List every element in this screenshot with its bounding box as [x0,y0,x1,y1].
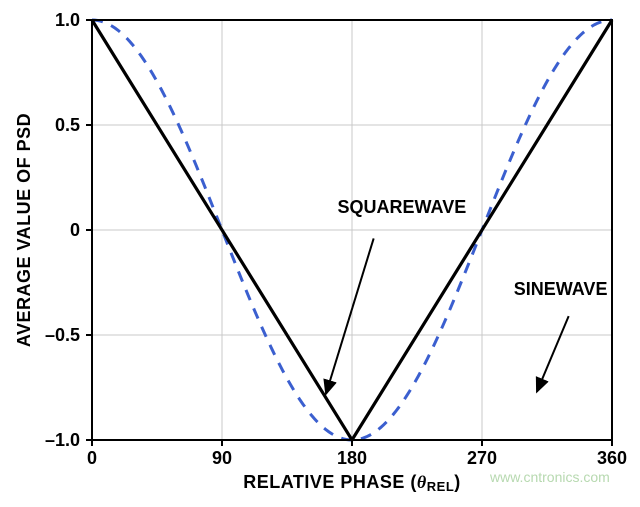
x-tick-label: 270 [467,448,497,468]
x-tick-label: 90 [212,448,232,468]
sinewave-label: SINEWAVE [514,279,608,299]
chart-svg: SQUAREWAVE SINEWAVE 0 90 180 270 360 –1.0 –0.… [0,0,640,507]
x-tick-label: 0 [87,448,97,468]
x-tick-label: 360 [597,448,627,468]
y-tick-label: 0.5 [55,115,80,135]
psd-phase-chart: SQUAREWAVE SINEWAVE 0 90 180 270 360 –1.0 –0.… [0,0,640,507]
y-tick-label: 0 [70,220,80,240]
y-tick-label: –1.0 [45,430,80,450]
x-axis-title: RELATIVE PHASE (θREL) [243,472,461,494]
y-tick-labels: –1.0 –0.5 0 0.5 1.0 [45,10,80,450]
y-axis-title: AVERAGE VALUE OF PSD [14,113,34,347]
x-tick-label: 180 [337,448,367,468]
x-tick-labels: 0 90 180 270 360 [87,448,627,468]
watermark-text: www.cntronics.com [489,469,610,485]
y-tick-label: 1.0 [55,10,80,30]
squarewave-label: SQUAREWAVE [338,197,467,217]
y-tick-label: –0.5 [45,325,80,345]
